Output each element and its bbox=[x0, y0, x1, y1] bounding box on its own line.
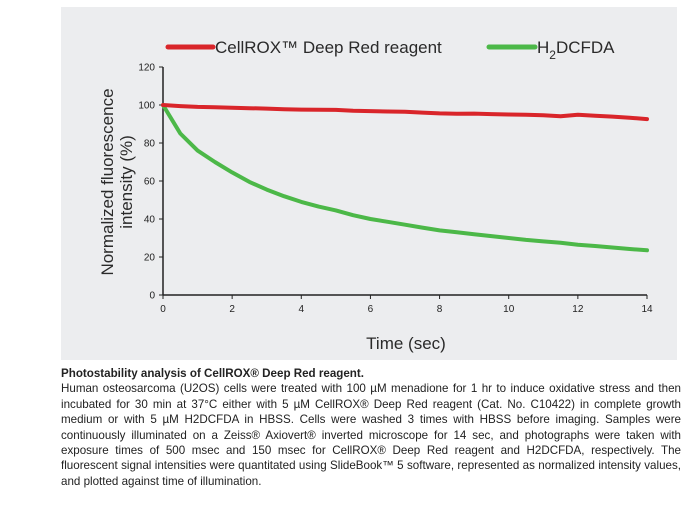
x-ticks: 0 2 4 6 8 10 12 14 bbox=[160, 295, 653, 315]
x-axis-title: Time (sec) bbox=[366, 334, 446, 353]
axes bbox=[162, 67, 647, 296]
x-tick-label: 12 bbox=[572, 304, 584, 315]
y-axis-title: Normalized fluorescence intensity (%) bbox=[98, 88, 136, 275]
caption-title: Photostability analysis of CellROX® Deep… bbox=[61, 367, 364, 380]
line-chart: CellROX™ Deep Red reagent H2DCFDA 020406… bbox=[98, 38, 653, 353]
figure-panel: CellROX™ Deep Red reagent H2DCFDA 0 20 40 6… bbox=[61, 7, 677, 360]
series-line-h2dcfda bbox=[161, 103, 649, 253]
x-tick-label: 14 bbox=[641, 304, 653, 315]
y-tick-label: 80 bbox=[144, 139, 156, 150]
y-axis-title-line-1: Normalized fluorescence bbox=[98, 88, 117, 275]
y-tick-label: 60 bbox=[144, 177, 156, 188]
caption-body: Human osteosarcoma (U2OS) cells were tre… bbox=[61, 382, 681, 488]
series-line-cellrox bbox=[161, 103, 649, 122]
y-tick-label: 0 bbox=[149, 291, 155, 302]
legend-label-cellrox: CellROX™ Deep Red reagent bbox=[215, 38, 442, 57]
legend-label-h2dcfda: H2DCFDA bbox=[537, 38, 615, 62]
y-tick-label: 20 bbox=[144, 253, 156, 264]
legend: CellROX™ Deep Red reagent H2DCFDA bbox=[165, 38, 615, 62]
x-tick-label: 10 bbox=[503, 304, 515, 315]
legend-label-h2dcfda-subscript: 2 bbox=[549, 48, 556, 62]
x-tick-label: 2 bbox=[229, 304, 235, 315]
legend-label-h2dcfda-main: H bbox=[537, 38, 549, 57]
x-tick-label: 4 bbox=[299, 304, 305, 315]
y-tick-label: 120 bbox=[138, 63, 155, 74]
y-tick-label: 100 bbox=[138, 101, 155, 112]
x-tick-label: 8 bbox=[437, 304, 443, 315]
x-tick-label: 6 bbox=[368, 304, 374, 315]
y-axis-title-line-2: intensity (%) bbox=[117, 135, 136, 229]
y-tick-label: 40 bbox=[144, 215, 156, 226]
x-tick-label: 0 bbox=[160, 304, 166, 315]
series-group bbox=[161, 103, 649, 253]
legend-label-h2dcfda-rest: DCFDA bbox=[556, 38, 615, 57]
figure-caption: Photostability analysis of CellROX® Deep… bbox=[61, 366, 681, 489]
y-ticks: 0 20 40 60 80 100 120 bbox=[138, 63, 163, 302]
